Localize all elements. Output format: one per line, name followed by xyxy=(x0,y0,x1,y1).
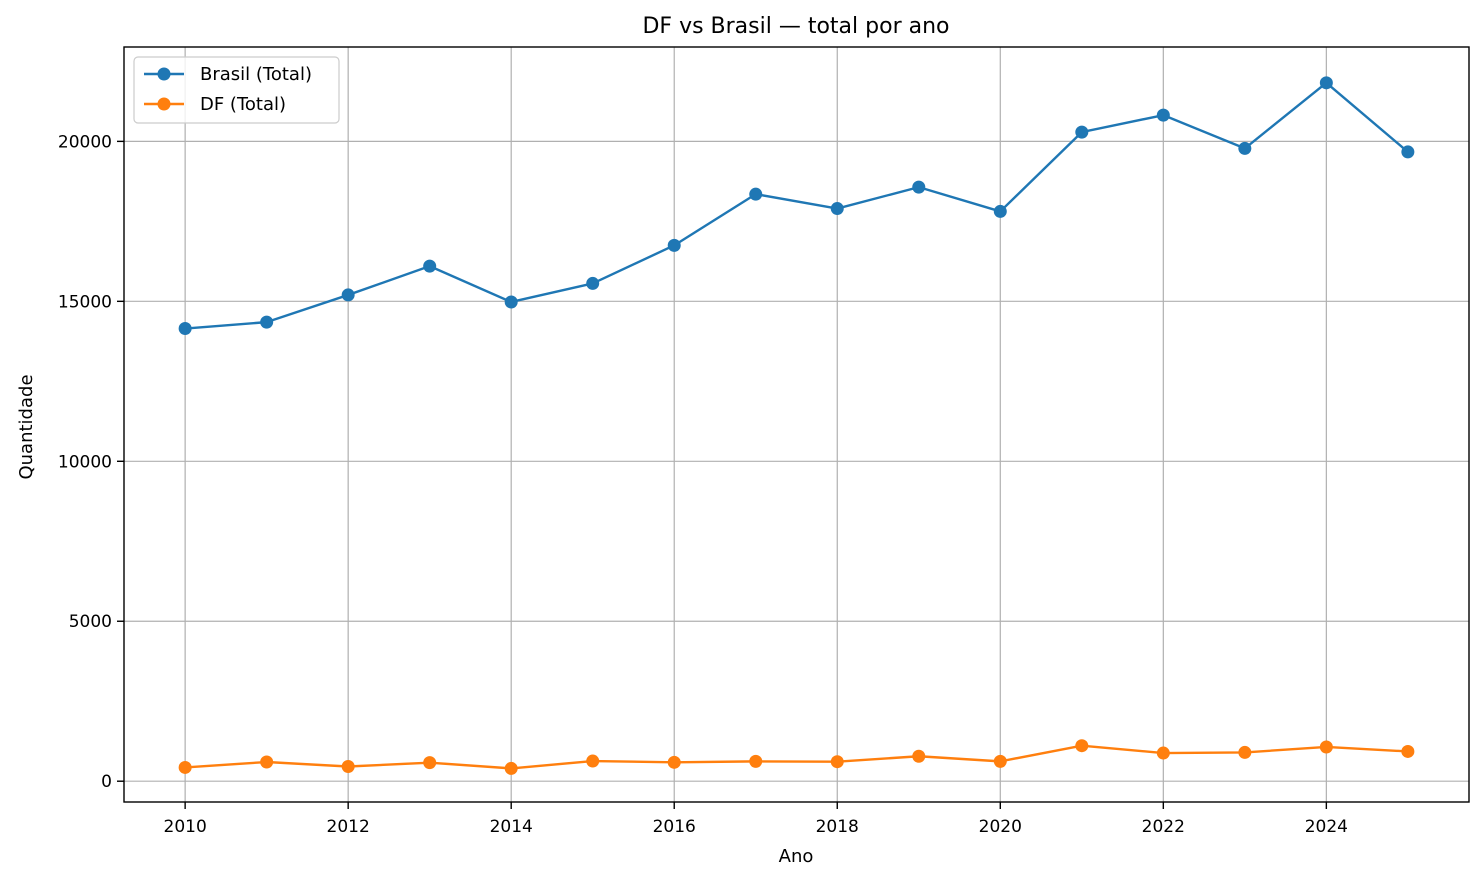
x-tick-label: 2024 xyxy=(1305,817,1348,837)
data-point-brasil xyxy=(178,322,192,336)
x-tick-label: 2014 xyxy=(490,817,533,837)
legend-label-brasil: Brasil (Total) xyxy=(200,64,312,85)
tick-layer: 2010 2012 2014 2016 2018 2020 2022 2024 0 5000 100… xyxy=(58,132,1348,837)
series-line-brasil xyxy=(185,81,1409,330)
y-tick-label: 15000 xyxy=(58,292,112,312)
x-tick-label: 2020 xyxy=(979,817,1022,837)
chart-title: DF vs Brasil — total por ano xyxy=(642,14,949,39)
data-point-df xyxy=(260,755,274,769)
legend: Brasil (Total) DF (Total) xyxy=(133,56,340,124)
grid-layer xyxy=(124,47,1469,802)
legend-label-df: DF (Total) xyxy=(200,94,286,115)
legend-marker-df xyxy=(157,97,171,111)
data-point-brasil xyxy=(749,187,763,201)
data-point-brasil xyxy=(423,259,437,273)
series-layer xyxy=(178,76,1415,775)
data-point-df xyxy=(1156,746,1170,760)
data-point-brasil xyxy=(1075,125,1089,139)
data-point-df xyxy=(1238,745,1252,759)
data-point-brasil xyxy=(912,180,926,194)
data-point-brasil xyxy=(1401,145,1415,159)
data-point-df xyxy=(504,761,518,775)
x-tick-label: 2016 xyxy=(653,817,696,837)
data-point-df xyxy=(749,754,763,768)
y-tick-label: 20000 xyxy=(58,132,112,152)
legend-box xyxy=(133,56,340,124)
y-tick-label: 0 xyxy=(101,772,112,792)
data-point-df xyxy=(830,755,844,769)
data-point-df xyxy=(1401,744,1415,758)
data-point-df xyxy=(423,756,437,770)
data-point-df xyxy=(993,754,1007,768)
data-point-df xyxy=(912,749,926,763)
data-point-df xyxy=(341,759,355,773)
x-tick-label: 2018 xyxy=(816,817,859,837)
x-axis-label: Ano xyxy=(779,846,814,867)
data-point-df xyxy=(1075,739,1089,753)
y-tick-label: 10000 xyxy=(58,452,112,472)
data-point-brasil xyxy=(1319,76,1333,90)
data-point-brasil xyxy=(341,288,355,302)
x-tick-label: 2012 xyxy=(327,817,370,837)
data-point-df xyxy=(586,754,600,768)
data-point-df xyxy=(1319,740,1333,754)
data-point-df xyxy=(667,755,681,769)
data-point-brasil xyxy=(993,204,1007,218)
legend-marker-brasil xyxy=(157,67,171,81)
y-tick-label: 5000 xyxy=(69,612,112,632)
y-axis-label: Quantidade xyxy=(16,374,37,479)
data-point-brasil xyxy=(830,202,844,216)
data-point-brasil xyxy=(667,238,681,252)
x-tick-label: 2010 xyxy=(164,817,207,837)
data-point-brasil xyxy=(586,276,600,290)
plot-frame xyxy=(123,46,1470,803)
data-point-brasil xyxy=(1156,108,1170,122)
data-point-brasil xyxy=(504,295,518,309)
data-point-brasil xyxy=(1238,141,1252,155)
series-line-df xyxy=(185,744,1408,770)
x-tick-label: 2022 xyxy=(1142,817,1185,837)
data-point-brasil xyxy=(260,315,274,329)
data-point-df xyxy=(178,760,192,774)
